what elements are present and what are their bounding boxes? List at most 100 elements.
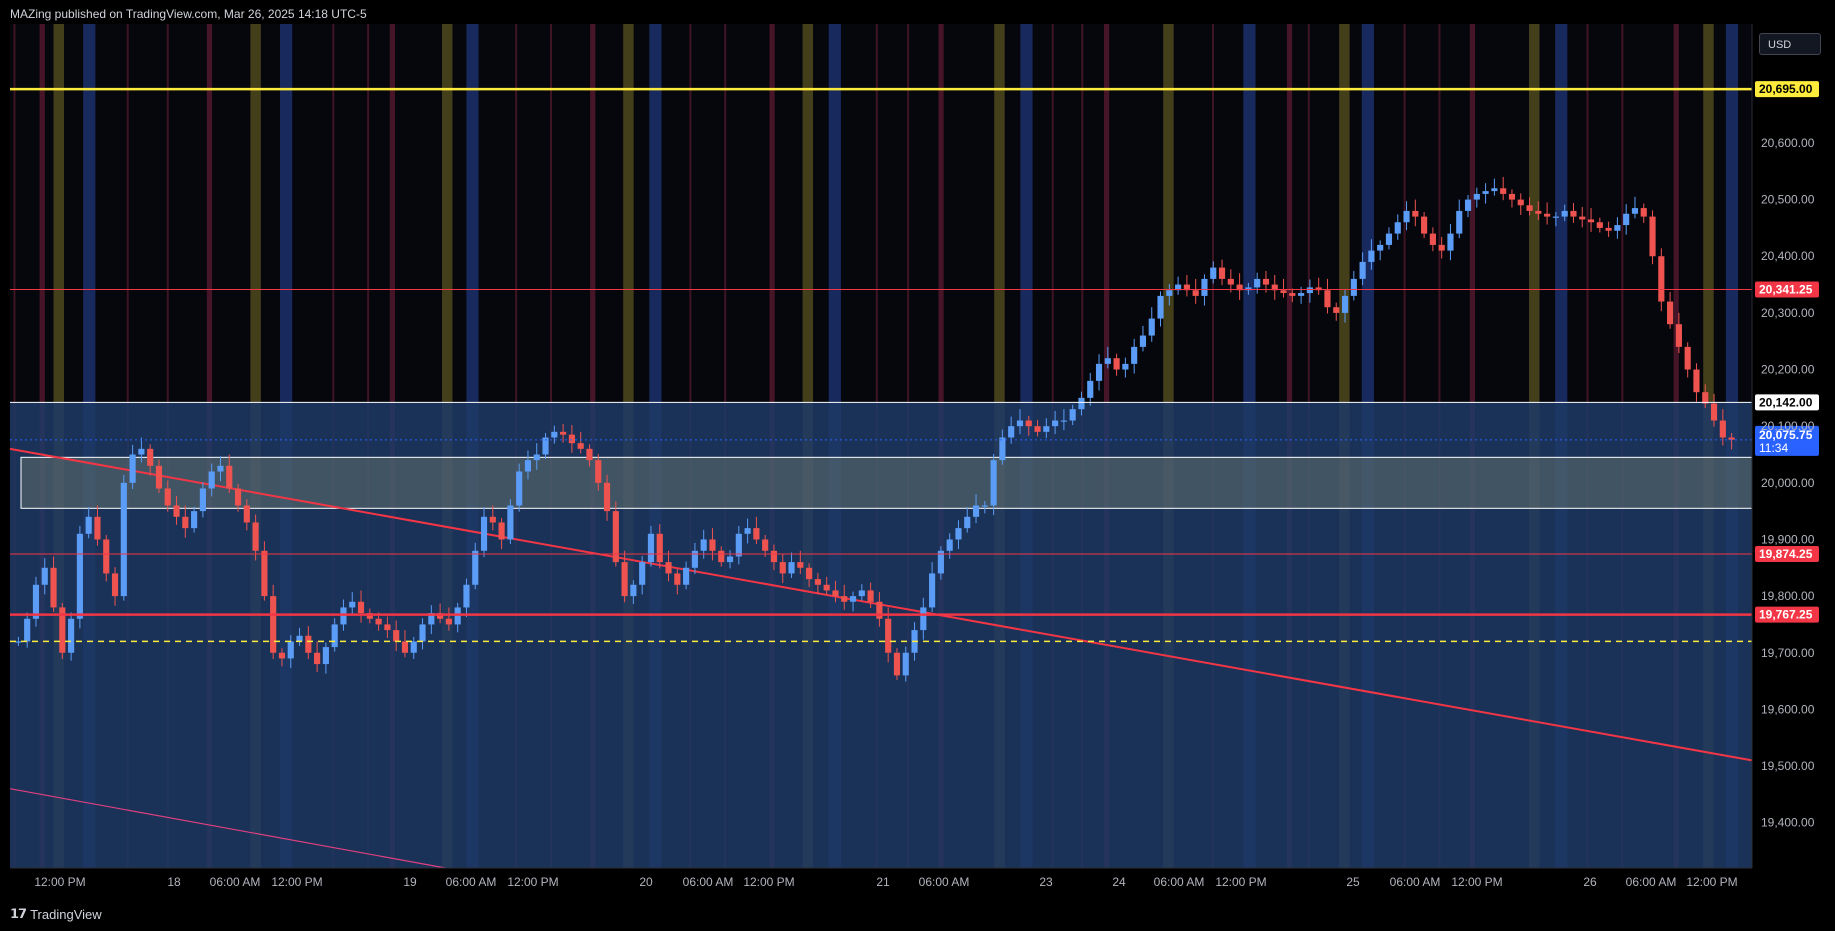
candle-body: [735, 533, 742, 557]
candle-body: [1438, 244, 1445, 251]
price-tick-label: 19,800.00: [1761, 589, 1815, 603]
candle-body: [726, 556, 734, 563]
time-tick-label: 25: [1346, 875, 1360, 889]
candle-body: [1623, 213, 1630, 226]
candle-body: [937, 550, 944, 574]
candle-body: [1491, 188, 1498, 192]
candle-body: [762, 539, 769, 551]
candle-body: [876, 601, 883, 619]
candle-body: [665, 562, 672, 574]
candle-body: [867, 590, 874, 602]
candle-body: [147, 448, 154, 466]
candle-body: [199, 488, 206, 512]
candle-body: [120, 482, 127, 597]
level-badge-label: 19,767.25: [1759, 608, 1813, 622]
time-tick-label: 12:00 PM: [507, 875, 558, 889]
candle-body: [234, 488, 242, 506]
candle-body: [1482, 191, 1489, 194]
candle-body: [560, 431, 567, 435]
candle-body: [173, 505, 180, 517]
candle-body: [1456, 210, 1463, 234]
candle-body: [832, 590, 839, 597]
tradingview-logo[interactable]: 𝟭𝟳 TradingView: [10, 906, 102, 922]
candle-body: [32, 584, 40, 619]
time-tick-label: 12:00 PM: [34, 875, 85, 889]
time-tick-label: 21: [876, 875, 890, 889]
candle-body: [858, 590, 865, 597]
candle-body: [1139, 335, 1147, 347]
candle-body: [533, 454, 540, 461]
candle-body: [1034, 426, 1041, 432]
candle-body: [946, 539, 953, 551]
candle-body: [691, 550, 698, 568]
candle-body: [972, 505, 980, 517]
candle-body: [1113, 358, 1120, 370]
candle-body: [964, 516, 971, 529]
candle-body: [68, 618, 75, 653]
currency-selector[interactable]: USD: [1759, 33, 1821, 55]
time-tick-label: 06:00 AM: [683, 875, 734, 889]
blue-zone: [10, 402, 1752, 868]
candle-body: [981, 505, 988, 507]
candle-body: [366, 613, 373, 619]
candle-body: [296, 635, 303, 642]
candle-body: [1579, 216, 1586, 220]
price-tick-label: 20,100.00: [1761, 419, 1815, 433]
candle-body: [15, 641, 22, 643]
candle-body: [278, 652, 286, 659]
candle-body: [1421, 216, 1428, 234]
candle-body: [437, 613, 444, 619]
candle-body: [489, 516, 496, 523]
price-tick-label: 20,600.00: [1761, 136, 1815, 150]
candle-body: [1227, 278, 1234, 285]
candle-body: [841, 596, 848, 602]
candle-body: [191, 511, 198, 529]
candle-body: [1403, 210, 1410, 223]
level-badge-label: 20,341.25: [1759, 283, 1813, 297]
candle-body: [1385, 233, 1393, 245]
candle-body: [1614, 225, 1621, 231]
candle-body: [1394, 222, 1401, 234]
candle-body: [1675, 324, 1682, 347]
candle-body: [401, 641, 409, 653]
candle-body: [1210, 267, 1217, 279]
candle-body: [507, 505, 514, 540]
time-tick-label: 06:00 AM: [1154, 875, 1205, 889]
candle-body: [516, 471, 523, 506]
candle-body: [1552, 216, 1559, 218]
time-tick-label: 26: [1583, 875, 1597, 889]
candle-body: [999, 437, 1006, 461]
candle-body: [1122, 363, 1129, 370]
candle-body: [542, 437, 549, 455]
candle-body: [94, 516, 101, 540]
level-badge: [1755, 81, 1819, 98]
candle-body: [718, 550, 725, 563]
candle-body: [1710, 403, 1718, 421]
time-tick-label: 06:00 AM: [1626, 875, 1677, 889]
candle-body: [393, 630, 400, 642]
time-tick-label: 06:00 AM: [210, 875, 261, 889]
candle-body: [603, 482, 611, 512]
candle-body: [1183, 284, 1190, 291]
candle-body: [375, 618, 382, 625]
candle-body: [1333, 307, 1340, 313]
candle-body: [1236, 284, 1243, 291]
candle-body: [1306, 287, 1313, 294]
candle-body: [305, 635, 312, 653]
candle-body: [428, 613, 435, 625]
candle-body: [1166, 290, 1173, 296]
time-tick-label: 24: [1112, 875, 1126, 889]
brand-name: TradingView: [30, 906, 102, 922]
candle-body: [103, 539, 110, 574]
candle-body: [226, 465, 233, 489]
candle-body: [1570, 210, 1577, 217]
candle-body: [1350, 278, 1357, 296]
candle-body: [1245, 287, 1252, 291]
candle-body: [1025, 420, 1032, 427]
candles: [15, 176, 1735, 682]
candle-body: [1447, 233, 1454, 251]
trendline: [9, 788, 446, 869]
candle-body: [1069, 409, 1076, 421]
candle-body: [1728, 437, 1735, 440]
